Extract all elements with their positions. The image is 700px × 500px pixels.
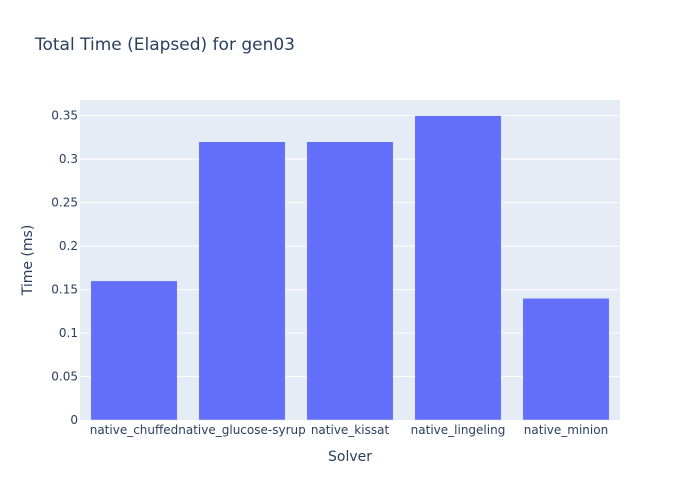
y-tick-label: 0.2 [59,239,78,253]
y-tick-label: 0.05 [51,370,78,384]
x-tick-label: native_chuffed [90,423,179,437]
x-tick-label: native_lingeling [411,423,506,437]
bar-native_glucose-syrup[interactable] [198,141,286,421]
x-axis-ticks: native_chuffed native_glucose-syrup native… [90,423,608,437]
y-axis-ticks: 0 0.05 0.1 0.15 0.2 0.25 0.3 0.35 [51,109,78,427]
bar-native_lingeling[interactable] [414,115,502,421]
chart-title: Total Time (Elapsed) for gen03 [34,35,295,55]
y-tick-label: 0.35 [51,109,78,123]
x-tick-label: native_minion [524,423,608,437]
bar-native_kissat[interactable] [306,141,394,421]
x-axis-label: Solver [328,449,372,465]
y-tick-label: 0.25 [51,196,78,210]
y-tick-label: 0.15 [51,283,78,297]
y-tick-label: 0 [70,413,78,427]
bars [90,115,610,421]
bar-native_chuffed[interactable] [90,280,178,421]
bar-native_minion[interactable] [522,298,610,421]
x-tick-label: native_glucose-syrup [178,423,305,437]
y-tick-label: 0.3 [59,152,78,166]
x-tick-label: native_kissat [311,423,390,437]
y-axis-label: Time (ms) [20,225,36,297]
y-tick-label: 0.1 [59,326,78,340]
